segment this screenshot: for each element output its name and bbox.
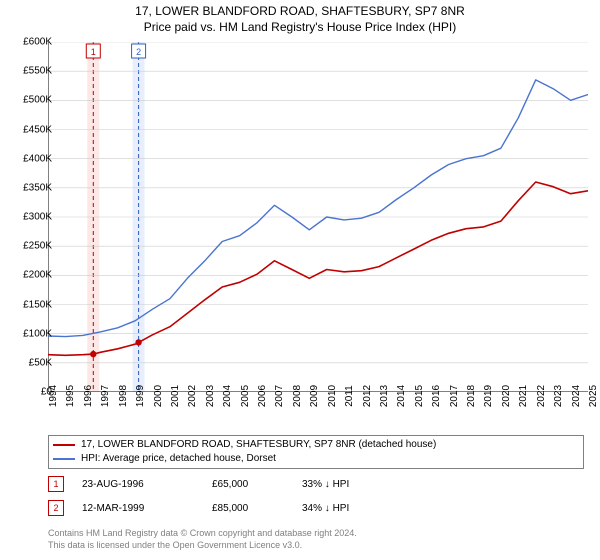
x-tick-label: 2007 [274, 385, 285, 407]
x-tick-label: 2001 [170, 385, 181, 407]
y-tick-label: £400K [23, 153, 52, 164]
y-tick-label: £250K [23, 241, 52, 252]
x-tick-label: 2018 [466, 385, 477, 407]
sale-row: 2 12-MAR-1999 £85,000 34% ↓ HPI [48, 500, 392, 516]
sale-pct: 33% ↓ HPI [302, 479, 392, 490]
sale-date: 12-MAR-1999 [82, 503, 212, 514]
x-tick-label: 2009 [309, 385, 320, 407]
x-tick-label: 1994 [48, 385, 59, 407]
x-tick-label: 2008 [292, 385, 303, 407]
x-tick-label: 2004 [222, 385, 233, 407]
chart-title: 17, LOWER BLANDFORD ROAD, SHAFTESBURY, S… [0, 4, 600, 18]
sale-row: 1 23-AUG-1996 £65,000 33% ↓ HPI [48, 476, 392, 492]
x-tick-label: 2003 [205, 385, 216, 407]
x-tick-label: 2002 [187, 385, 198, 407]
chart-area: 12 [48, 42, 588, 392]
sale-price: £85,000 [212, 503, 302, 514]
x-tick-label: 2013 [379, 385, 390, 407]
sale-date: 23-AUG-1996 [82, 479, 212, 490]
y-tick-label: £150K [23, 299, 52, 310]
svg-text:1: 1 [91, 47, 96, 57]
chart-svg: 12 [48, 42, 588, 392]
y-tick-label: £300K [23, 212, 52, 223]
x-tick-label: 2022 [536, 385, 547, 407]
footer-line: Contains HM Land Registry data © Crown c… [48, 528, 357, 540]
x-tick-label: 2021 [518, 385, 529, 407]
x-tick-label: 2014 [396, 385, 407, 407]
title-block: 17, LOWER BLANDFORD ROAD, SHAFTESBURY, S… [0, 0, 600, 34]
x-tick-label: 2020 [501, 385, 512, 407]
x-tick-label: 2006 [257, 385, 268, 407]
x-tick-label: 2011 [344, 385, 355, 407]
sale-marker-icon: 1 [48, 476, 64, 492]
chart-subtitle: Price paid vs. HM Land Registry's House … [0, 20, 600, 34]
y-tick-label: £450K [23, 124, 52, 135]
svg-text:2: 2 [136, 47, 141, 57]
sale-pct: 34% ↓ HPI [302, 503, 392, 514]
x-tick-label: 2023 [553, 385, 564, 407]
x-tick-label: 2005 [240, 385, 251, 407]
legend-item: 17, LOWER BLANDFORD ROAD, SHAFTESBURY, S… [53, 438, 579, 452]
x-tick-label: 2000 [153, 385, 164, 407]
legend: 17, LOWER BLANDFORD ROAD, SHAFTESBURY, S… [48, 435, 584, 469]
y-tick-label: £500K [23, 95, 52, 106]
legend-label: 17, LOWER BLANDFORD ROAD, SHAFTESBURY, S… [81, 438, 436, 452]
x-tick-label: 1997 [100, 385, 111, 407]
y-tick-label: £350K [23, 182, 52, 193]
x-tick-label: 1996 [83, 385, 94, 407]
x-tick-label: 2015 [414, 385, 425, 407]
legend-swatch [53, 444, 75, 446]
footer-attribution: Contains HM Land Registry data © Crown c… [48, 528, 357, 551]
y-tick-label: £100K [23, 328, 52, 339]
x-tick-label: 2010 [327, 385, 338, 407]
y-tick-label: £50K [29, 357, 52, 368]
sale-price: £65,000 [212, 479, 302, 490]
y-tick-label: £600K [23, 37, 52, 48]
legend-swatch [53, 458, 75, 460]
legend-label: HPI: Average price, detached house, Dors… [81, 452, 276, 466]
x-tick-label: 2017 [449, 385, 460, 407]
footer-line: This data is licensed under the Open Gov… [48, 540, 357, 552]
y-tick-label: £200K [23, 270, 52, 281]
x-tick-label: 1998 [118, 385, 129, 407]
legend-item: HPI: Average price, detached house, Dors… [53, 452, 579, 466]
sale-marker-icon: 2 [48, 500, 64, 516]
x-tick-label: 2012 [362, 385, 373, 407]
x-tick-label: 2025 [588, 385, 599, 407]
chart-container: 17, LOWER BLANDFORD ROAD, SHAFTESBURY, S… [0, 0, 600, 560]
y-tick-label: £550K [23, 66, 52, 77]
x-tick-label: 2024 [571, 385, 582, 407]
x-tick-label: 2019 [483, 385, 494, 407]
x-tick-label: 2016 [431, 385, 442, 407]
x-tick-label: 1999 [135, 385, 146, 407]
x-tick-label: 1995 [65, 385, 76, 407]
